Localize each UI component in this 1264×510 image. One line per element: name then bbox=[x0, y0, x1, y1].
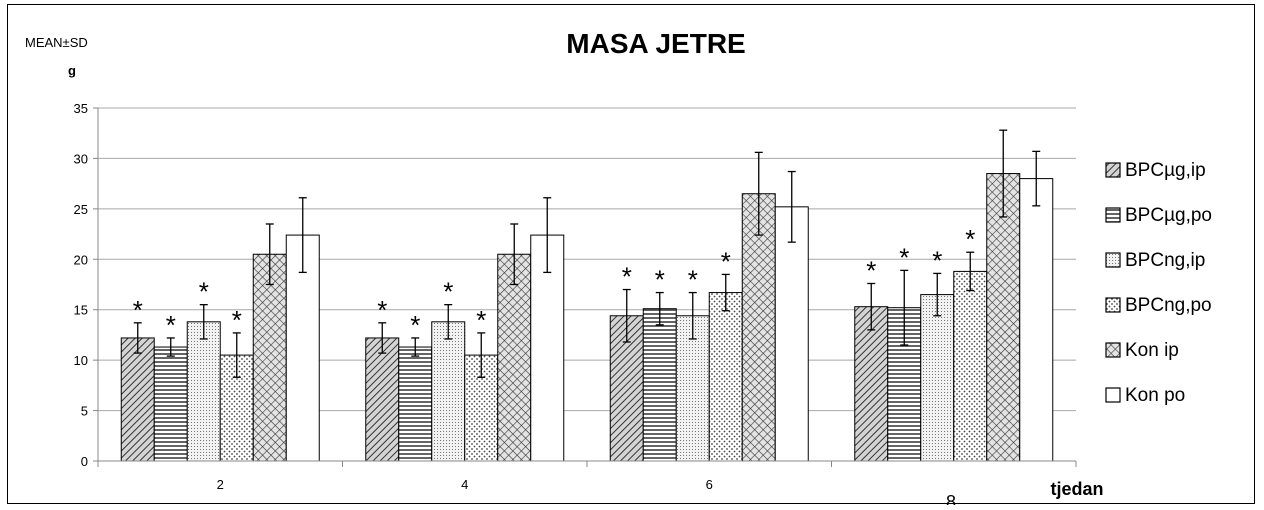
chart-title: MASA JETRE bbox=[566, 28, 745, 59]
significance-marker: * bbox=[476, 305, 486, 335]
bar bbox=[497, 253, 532, 462]
legend-label: BPCng,ip bbox=[1125, 250, 1205, 271]
chart-frame: MASA JETRE MEAN±SD g tjedan 8 0 5 10 15 20 25… bbox=[7, 4, 1255, 510]
x-tick-label: 2 bbox=[217, 477, 224, 492]
bars: * * * * * * * * * * * * * * * * bbox=[120, 129, 1054, 462]
bar bbox=[642, 308, 677, 462]
bar bbox=[120, 337, 155, 462]
significance-marker: * bbox=[377, 295, 387, 325]
bar bbox=[986, 173, 1021, 462]
bar bbox=[365, 337, 400, 462]
bar bbox=[675, 315, 710, 462]
y-axis-ticks: 0 5 10 15 20 25 30 35 bbox=[74, 101, 99, 469]
y-tick-label: 20 bbox=[74, 252, 88, 267]
bar bbox=[953, 270, 988, 462]
significance-marker: * bbox=[133, 295, 143, 325]
significance-marker: * bbox=[866, 255, 876, 285]
significance-marker: * bbox=[688, 265, 698, 295]
x-tick-label: 6 bbox=[706, 477, 713, 492]
x-tick-label-8-extra: 8 bbox=[946, 492, 956, 505]
legend-swatch bbox=[1105, 162, 1121, 178]
significance-marker: * bbox=[655, 265, 665, 295]
legend-swatch bbox=[1105, 297, 1121, 313]
x-axis: 2 4 6 bbox=[97, 460, 1077, 492]
y-tick-label: 35 bbox=[74, 101, 88, 116]
significance-marker: * bbox=[410, 310, 420, 340]
x-axis-label: tjedan bbox=[1050, 479, 1103, 499]
significance-marker: * bbox=[965, 224, 975, 254]
y-tick-label: 15 bbox=[74, 303, 88, 318]
bar bbox=[252, 253, 287, 462]
bar bbox=[431, 321, 466, 462]
legend-label: Kon po bbox=[1125, 385, 1185, 406]
significance-marker: * bbox=[721, 246, 731, 276]
y-tick-label: 0 bbox=[81, 454, 88, 469]
bar-chart: MASA JETRE MEAN±SD g tjedan 8 0 5 10 15 20 25… bbox=[25, 28, 1212, 510]
x-tick-label: 4 bbox=[461, 477, 468, 492]
legend-swatch bbox=[1105, 252, 1121, 268]
bar bbox=[920, 294, 955, 462]
bar bbox=[398, 346, 433, 462]
legend-swatch bbox=[1105, 387, 1121, 403]
bar bbox=[219, 354, 254, 462]
legend-swatch bbox=[1105, 207, 1121, 223]
significance-marker: * bbox=[899, 242, 909, 272]
significance-marker: * bbox=[932, 245, 942, 275]
significance-marker: * bbox=[232, 305, 242, 335]
significance-marker: * bbox=[622, 262, 632, 292]
y-tick-label: 25 bbox=[74, 202, 88, 217]
bar bbox=[1019, 178, 1054, 462]
y-axis-label: g bbox=[68, 63, 76, 78]
bar bbox=[708, 292, 743, 462]
legend-swatch bbox=[1105, 342, 1121, 358]
legend-label: BPCµg,ip bbox=[1125, 160, 1206, 181]
bar bbox=[741, 193, 776, 462]
bar bbox=[774, 206, 809, 462]
legend: BPCµg,ip BPCµg,po BPCng,ip BPCng,po Kon ip Ko… bbox=[1105, 160, 1212, 406]
legend-label: BPCµg,po bbox=[1125, 205, 1212, 226]
significance-marker: * bbox=[443, 277, 453, 307]
bar bbox=[153, 346, 188, 462]
y-tick-label: 30 bbox=[74, 151, 88, 166]
legend-label: BPCng,po bbox=[1125, 295, 1212, 316]
stat-label: MEAN±SD bbox=[25, 35, 88, 50]
legend-label: Kon ip bbox=[1125, 340, 1179, 361]
bar bbox=[186, 321, 221, 462]
y-tick-label: 10 bbox=[74, 353, 88, 368]
significance-marker: * bbox=[166, 310, 176, 340]
significance-marker: * bbox=[199, 277, 209, 307]
y-tick-label: 5 bbox=[81, 404, 88, 419]
